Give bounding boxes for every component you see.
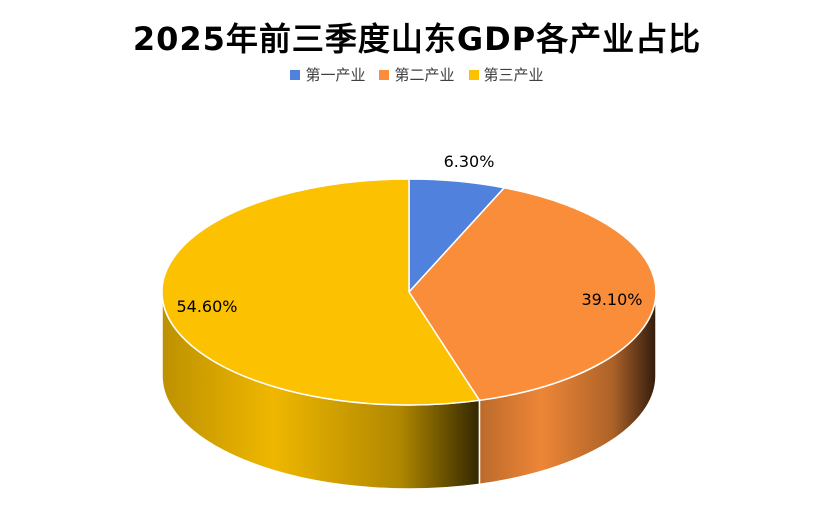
legend-label-secondary: 第二产业 <box>394 66 455 84</box>
pie-slice-tertiary <box>161 178 481 406</box>
legend-swatch-secondary <box>379 69 390 80</box>
legend-item-primary: 第一产业 <box>290 64 365 85</box>
pie-slice-secondary <box>408 186 657 402</box>
legend-item-secondary: 第二产业 <box>379 64 455 85</box>
pie-data-labels: 6.30% 39.10% 54.60% <box>176 152 642 316</box>
data-label-secondary: 39.10% <box>581 290 642 309</box>
legend-item-tertiary: 第三产业 <box>468 64 544 85</box>
data-label-primary: 6.30% <box>444 152 495 171</box>
legend-label-tertiary: 第三产业 <box>483 66 544 84</box>
legend-swatch-tertiary <box>468 69 479 80</box>
legend-swatch-primary <box>290 69 301 80</box>
chart-title: 2025年前三季度山东GDP各产业占比 <box>132 20 702 58</box>
data-label-tertiary: 54.60% <box>176 297 237 316</box>
legend: 第一产业 第二产业 第三产业 <box>0 64 834 85</box>
legend-label-primary: 第一产业 <box>305 66 366 84</box>
pie-tops <box>161 178 657 406</box>
